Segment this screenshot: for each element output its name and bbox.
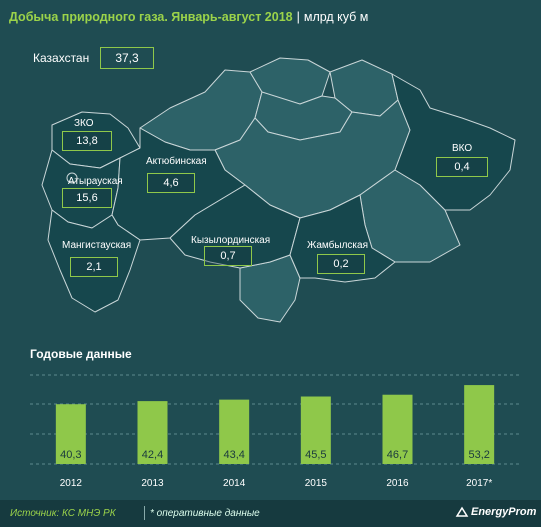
chart-bars: 40,3 2012 42,4 2013 43,4 2014 45,5 2015 46,7 2016…	[55, 385, 495, 489]
country-label: Казахстан	[33, 51, 90, 65]
country-value: 37,3	[100, 47, 154, 69]
region-label-kyzylorda: Кызылординская	[191, 235, 271, 246]
region-value-vko: 0,4	[436, 157, 488, 177]
data-label: 46,7	[387, 449, 408, 461]
data-label: 53,2	[468, 449, 489, 461]
x-tick-label: 2017*	[466, 478, 492, 489]
annual-bar-chart: 40,3 2012 42,4 2013 43,4 2014 45,5 2015 46,7 2016…	[30, 374, 520, 489]
logo-icon	[455, 506, 469, 517]
unit-label: млрд куб м	[303, 10, 369, 24]
region-value-zhambyl: 0,2	[317, 254, 365, 274]
bar-2013	[137, 401, 168, 464]
source-text: Источник: КС МНЭ РК	[10, 508, 116, 519]
region-value-aktobe: 4,6	[147, 173, 195, 193]
chart-grid	[30, 374, 520, 465]
footer-separator	[144, 506, 145, 520]
data-label: 40,3	[60, 449, 81, 461]
page-title: Добыча природного газа. Январь-август 20…	[9, 10, 368, 24]
region-zhambyl	[289, 194, 396, 283]
bar-2017*	[464, 385, 495, 464]
bar-2014	[219, 399, 250, 464]
x-tick-label: 2012	[60, 478, 83, 489]
annual-section-title: Годовые данные	[30, 347, 132, 361]
region-value-mangistau: 2,1	[70, 257, 118, 277]
region-label-mangistau: Мангистауская	[62, 240, 132, 251]
title-separator: |	[296, 10, 300, 24]
energyprom-logo: EnergyProm	[455, 506, 536, 518]
region-label-aktobe: Актюбинская	[146, 156, 207, 167]
x-tick-label: 2016	[386, 478, 409, 489]
region-value-kyzylorda: 0,7	[204, 246, 252, 266]
bar-2012	[55, 404, 86, 464]
footer: Источник: КС МНЭ РК * оперативные данные…	[0, 500, 541, 527]
logo-text: EnergyProm	[471, 506, 537, 518]
data-label: 45,5	[305, 449, 326, 461]
region-label-atyrau: Атырауская	[68, 176, 123, 187]
region-label-vko: ВКО	[452, 143, 473, 154]
bar-2016	[382, 394, 413, 464]
data-label: 42,4	[142, 449, 163, 461]
region-label-zko: ЗКО	[74, 118, 94, 129]
region-value-atyrau: 15,6	[62, 188, 112, 208]
title-text: Добыча природного газа. Январь-август 20…	[9, 10, 293, 24]
data-label: 43,4	[223, 449, 244, 461]
region-value-zko: 13,8	[62, 131, 112, 151]
city-marker	[66, 172, 78, 184]
x-tick-label: 2013	[141, 478, 164, 489]
region-mangistau	[47, 209, 141, 313]
bar-2015	[300, 396, 331, 464]
footnote-text: * оперативные данные	[150, 508, 260, 519]
region-label-zhambyl: Жамбылская	[307, 240, 368, 251]
x-tick-label: 2014	[223, 478, 246, 489]
x-tick-label: 2015	[305, 478, 328, 489]
